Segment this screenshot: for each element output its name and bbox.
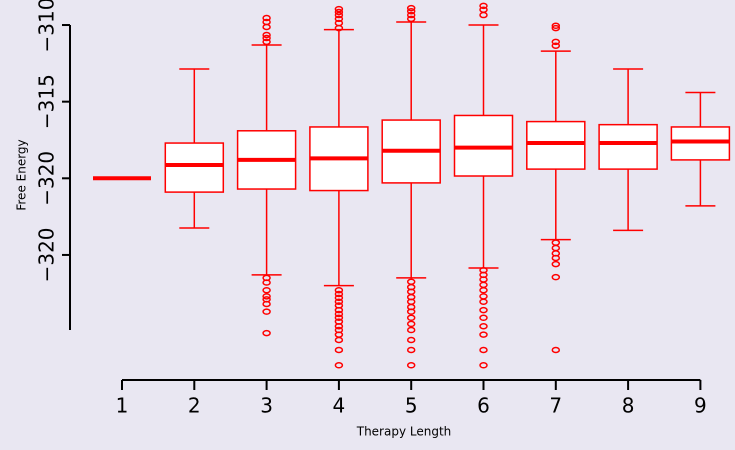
outlier (406, 7, 416, 15)
outlier (406, 314, 416, 322)
outlier (334, 5, 344, 13)
outlier (406, 298, 416, 305)
outlier (334, 306, 344, 314)
outlier (551, 38, 561, 46)
outlier (479, 314, 488, 322)
outlier (406, 4, 416, 12)
outlier (479, 306, 488, 314)
outlier (334, 294, 344, 302)
x-tick-label: 3 (260, 394, 273, 418)
outlier (479, 322, 488, 330)
outlier (479, 11, 488, 19)
outlier (406, 308, 416, 315)
box (164, 142, 225, 193)
outlier (334, 346, 344, 354)
outlier (334, 362, 344, 369)
outlier (334, 298, 344, 305)
outlier (479, 6, 488, 13)
outlier (334, 331, 344, 338)
outlier (262, 38, 271, 46)
outlier (262, 18, 271, 26)
outlier (406, 326, 416, 334)
outlier (551, 42, 561, 49)
outlier (262, 286, 271, 294)
y-axis-label: Free Energy (15, 139, 29, 210)
outlier (479, 298, 488, 305)
outlier (262, 23, 271, 31)
y-tick-label: −320 (35, 151, 59, 206)
box (598, 123, 658, 170)
box (526, 120, 586, 170)
outlier (479, 281, 488, 289)
outlier (334, 15, 344, 23)
outlier (406, 288, 416, 295)
outlier (262, 308, 271, 315)
outlier (406, 15, 416, 23)
outlier (551, 254, 561, 262)
outlier (334, 290, 344, 298)
outlier (262, 300, 271, 308)
outlier (551, 244, 561, 252)
x-tick-label: 4 (333, 394, 346, 418)
outlier (334, 314, 344, 322)
y-tick-label: −315 (35, 74, 59, 129)
outlier (479, 346, 488, 354)
x-tick-label: 6 (477, 394, 490, 418)
outlier (406, 362, 416, 369)
y-tick-label: −310 (35, 0, 59, 52)
outlier (551, 273, 561, 281)
x-tick-label: 2 (188, 394, 201, 418)
x-axis-label: Therapy Length (356, 425, 452, 439)
outlier (262, 329, 271, 337)
outlier (334, 24, 344, 32)
x-tick-label: 8 (622, 394, 635, 418)
y-tick-label: −320 (35, 227, 59, 282)
outlier (479, 276, 488, 283)
outlier (334, 310, 344, 318)
outlier (334, 336, 344, 344)
outlier (334, 19, 344, 27)
outlier (551, 346, 561, 354)
outlier (479, 362, 488, 369)
outlier (551, 260, 561, 268)
outlier (262, 14, 271, 22)
outlier (551, 24, 561, 32)
outlier (479, 286, 488, 294)
outlier (334, 8, 344, 16)
outlier (406, 11, 416, 19)
outlier (406, 336, 416, 344)
outlier (479, 331, 488, 338)
outlier (334, 11, 344, 19)
outlier (406, 320, 416, 328)
outlier (334, 322, 344, 330)
outlier (551, 22, 561, 30)
x-tick-label: 7 (549, 394, 562, 418)
outlier (406, 346, 416, 354)
outlier (262, 279, 271, 286)
outlier (406, 278, 416, 286)
outlier (479, 293, 488, 300)
outlier (262, 31, 271, 39)
outlier (262, 34, 271, 42)
x-tick-label: 5 (405, 394, 418, 418)
outlier (551, 239, 561, 246)
outlier (479, 2, 488, 10)
x-tick-label: 9 (694, 394, 707, 418)
x-tick-label: 1 (116, 394, 129, 418)
outlier (334, 286, 344, 294)
outlier (262, 293, 271, 300)
